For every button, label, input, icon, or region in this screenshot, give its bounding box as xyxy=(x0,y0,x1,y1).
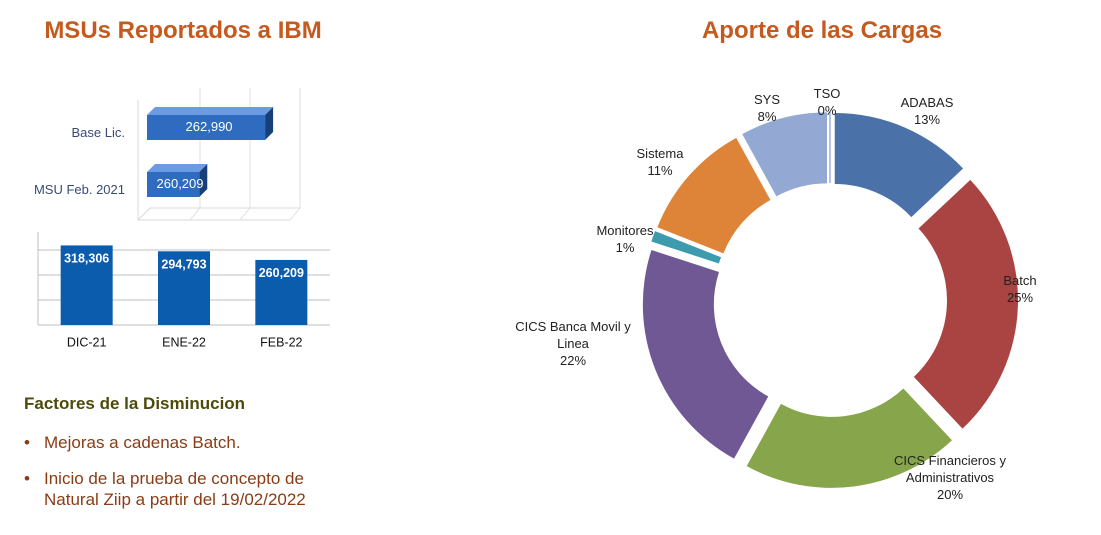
bar-top xyxy=(147,164,208,172)
left-title: MSUs Reportados a IBM xyxy=(44,17,322,44)
slice-value-label: 13% xyxy=(913,112,941,127)
value-label: 260,209 xyxy=(259,266,304,280)
slice-label: ADABAS 13% xyxy=(852,94,1002,128)
slice-label: SYS 8% xyxy=(692,91,842,125)
category-label: MSU Feb. 2021 xyxy=(34,182,125,197)
bar xyxy=(158,251,210,325)
bar-front xyxy=(147,115,266,140)
slice-label: Batch 25% xyxy=(945,272,1095,306)
value-label: 294,793 xyxy=(161,258,206,272)
bar-top xyxy=(147,107,274,115)
notes-heading: Factores de la Disminucion xyxy=(24,394,246,413)
slice-value-label: 20% xyxy=(936,487,964,502)
slice-name: CICS Banca Movil y Linea xyxy=(515,319,631,351)
donut-slice xyxy=(913,179,1018,429)
notes: Factores de la Disminucion Mejoras a cad… xyxy=(24,394,344,525)
slice-value-label: 1% xyxy=(615,240,635,255)
slice-value-label: 22% xyxy=(559,353,587,368)
note-item: Mejoras a cadenas Batch. xyxy=(24,432,344,453)
slice-name: Monitores xyxy=(596,223,654,238)
slice-name: SYS xyxy=(753,92,780,107)
slice-name: ADABAS xyxy=(900,95,954,110)
bar xyxy=(60,245,113,325)
category-label: Base Lic. xyxy=(72,125,125,140)
donut-slice xyxy=(834,112,964,218)
value-label: 262,990 xyxy=(186,119,233,134)
donut-slice xyxy=(742,112,828,197)
note-item: Inicio de la prueba de concepto de Natur… xyxy=(24,468,344,510)
slice-label: CICS Financieros y Administrativos 20% xyxy=(888,452,1013,503)
x-tick-label: ENE-22 xyxy=(162,335,206,349)
slice-value-label: 0% xyxy=(817,103,837,118)
x-tick-label: FEB-22 xyxy=(260,335,302,349)
slice-value-label: 11% xyxy=(647,163,673,178)
bar-front xyxy=(147,172,200,197)
slice-label: Monitores 1% xyxy=(550,222,700,256)
donut-slice xyxy=(657,137,771,254)
donut-slice xyxy=(651,231,722,264)
slice-name: TSO xyxy=(813,86,841,101)
value-label: 318,306 xyxy=(64,252,109,266)
right-title: Aporte de las Cargas xyxy=(701,17,943,44)
slice-label: Sistema 11% xyxy=(585,145,735,179)
value-label: 260,209 xyxy=(157,176,204,191)
slice-name: Batch xyxy=(1003,273,1037,288)
x-tick-label: DIC-21 xyxy=(67,335,107,349)
bar xyxy=(147,107,274,140)
donut-slice xyxy=(746,388,952,488)
bar xyxy=(255,259,308,325)
slice-label: CICS Banca Movil y Linea 22% xyxy=(498,318,648,369)
slice-value-label: 25% xyxy=(1006,290,1034,305)
slice-name: Sistema xyxy=(636,146,684,161)
bar-side xyxy=(199,164,208,197)
bar-side xyxy=(265,107,274,140)
slice-label: TSO 0% xyxy=(752,85,902,119)
donut-slice xyxy=(642,250,769,459)
notes-list: Mejoras a cadenas Batch. Inicio de la pr… xyxy=(24,432,344,510)
slice-value-label: 8% xyxy=(757,109,777,124)
bar xyxy=(147,164,208,197)
panel-line xyxy=(289,88,301,221)
slice-name: CICS Financieros y Administrativos xyxy=(894,453,1006,485)
